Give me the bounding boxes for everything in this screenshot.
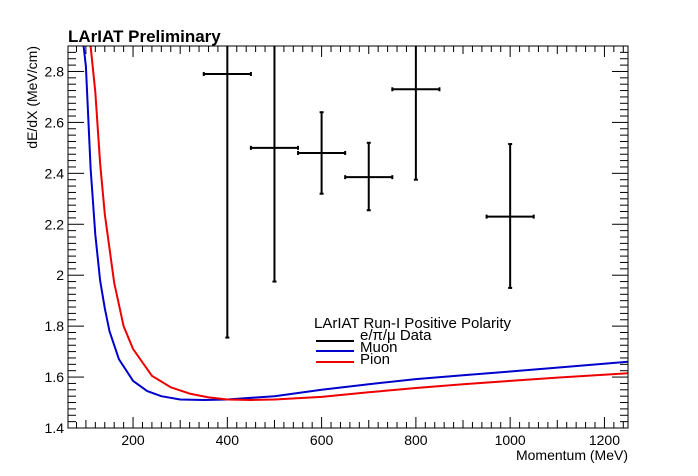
series-line-pion (89, 46, 628, 401)
x-tick-label: 400 (216, 432, 240, 448)
legend-label-data: e/π/μ Data (360, 327, 432, 344)
legend-label-muon: Muon (360, 339, 398, 356)
y-tick-label: 2.6 (45, 114, 65, 130)
y-tick-label: 2.8 (45, 63, 65, 79)
curves (82, 46, 628, 401)
x-tick-label: 200 (121, 432, 145, 448)
y-tick-label: 2 (56, 267, 64, 283)
data-point (344, 141, 394, 212)
plot-frame (67, 45, 629, 429)
y-tick-label: 1.4 (45, 420, 65, 436)
series-line-muon (82, 46, 628, 401)
x-tick-label: 800 (404, 432, 428, 448)
y-tick-label: 1.6 (45, 369, 65, 385)
data-point (297, 111, 347, 195)
x-axis-title: Momentum (MeV) (516, 447, 628, 463)
y-tick-label: 2.4 (45, 165, 65, 181)
data-point (249, 46, 300, 283)
data-point (485, 143, 535, 289)
y-tick-label: 2.2 (45, 216, 65, 232)
legend-title: LArIAT Run-I Positive Polarity (314, 315, 512, 332)
y-axis-title: dE/dX (MeV/cm) (24, 46, 40, 149)
data-point (391, 46, 441, 181)
x-tick-label: 1000 (495, 432, 526, 448)
data-points (202, 46, 535, 339)
axes: 200 400 600 800 1000 1200 1.4 1.6 1.8 2 2.2 2.4 2.6 2… (45, 45, 629, 448)
legend-label-pion: Pion (360, 351, 390, 368)
legend: LArIAT Run-I Positive Polarity e/π/μ Dat… (314, 315, 512, 368)
x-tick-label: 1200 (589, 432, 620, 448)
chart-title: LArIAT Preliminary (68, 27, 221, 46)
data-point (202, 46, 252, 339)
plot-area (82, 46, 628, 401)
x-tick-label: 600 (310, 432, 334, 448)
y-tick-label: 1.8 (45, 318, 65, 334)
